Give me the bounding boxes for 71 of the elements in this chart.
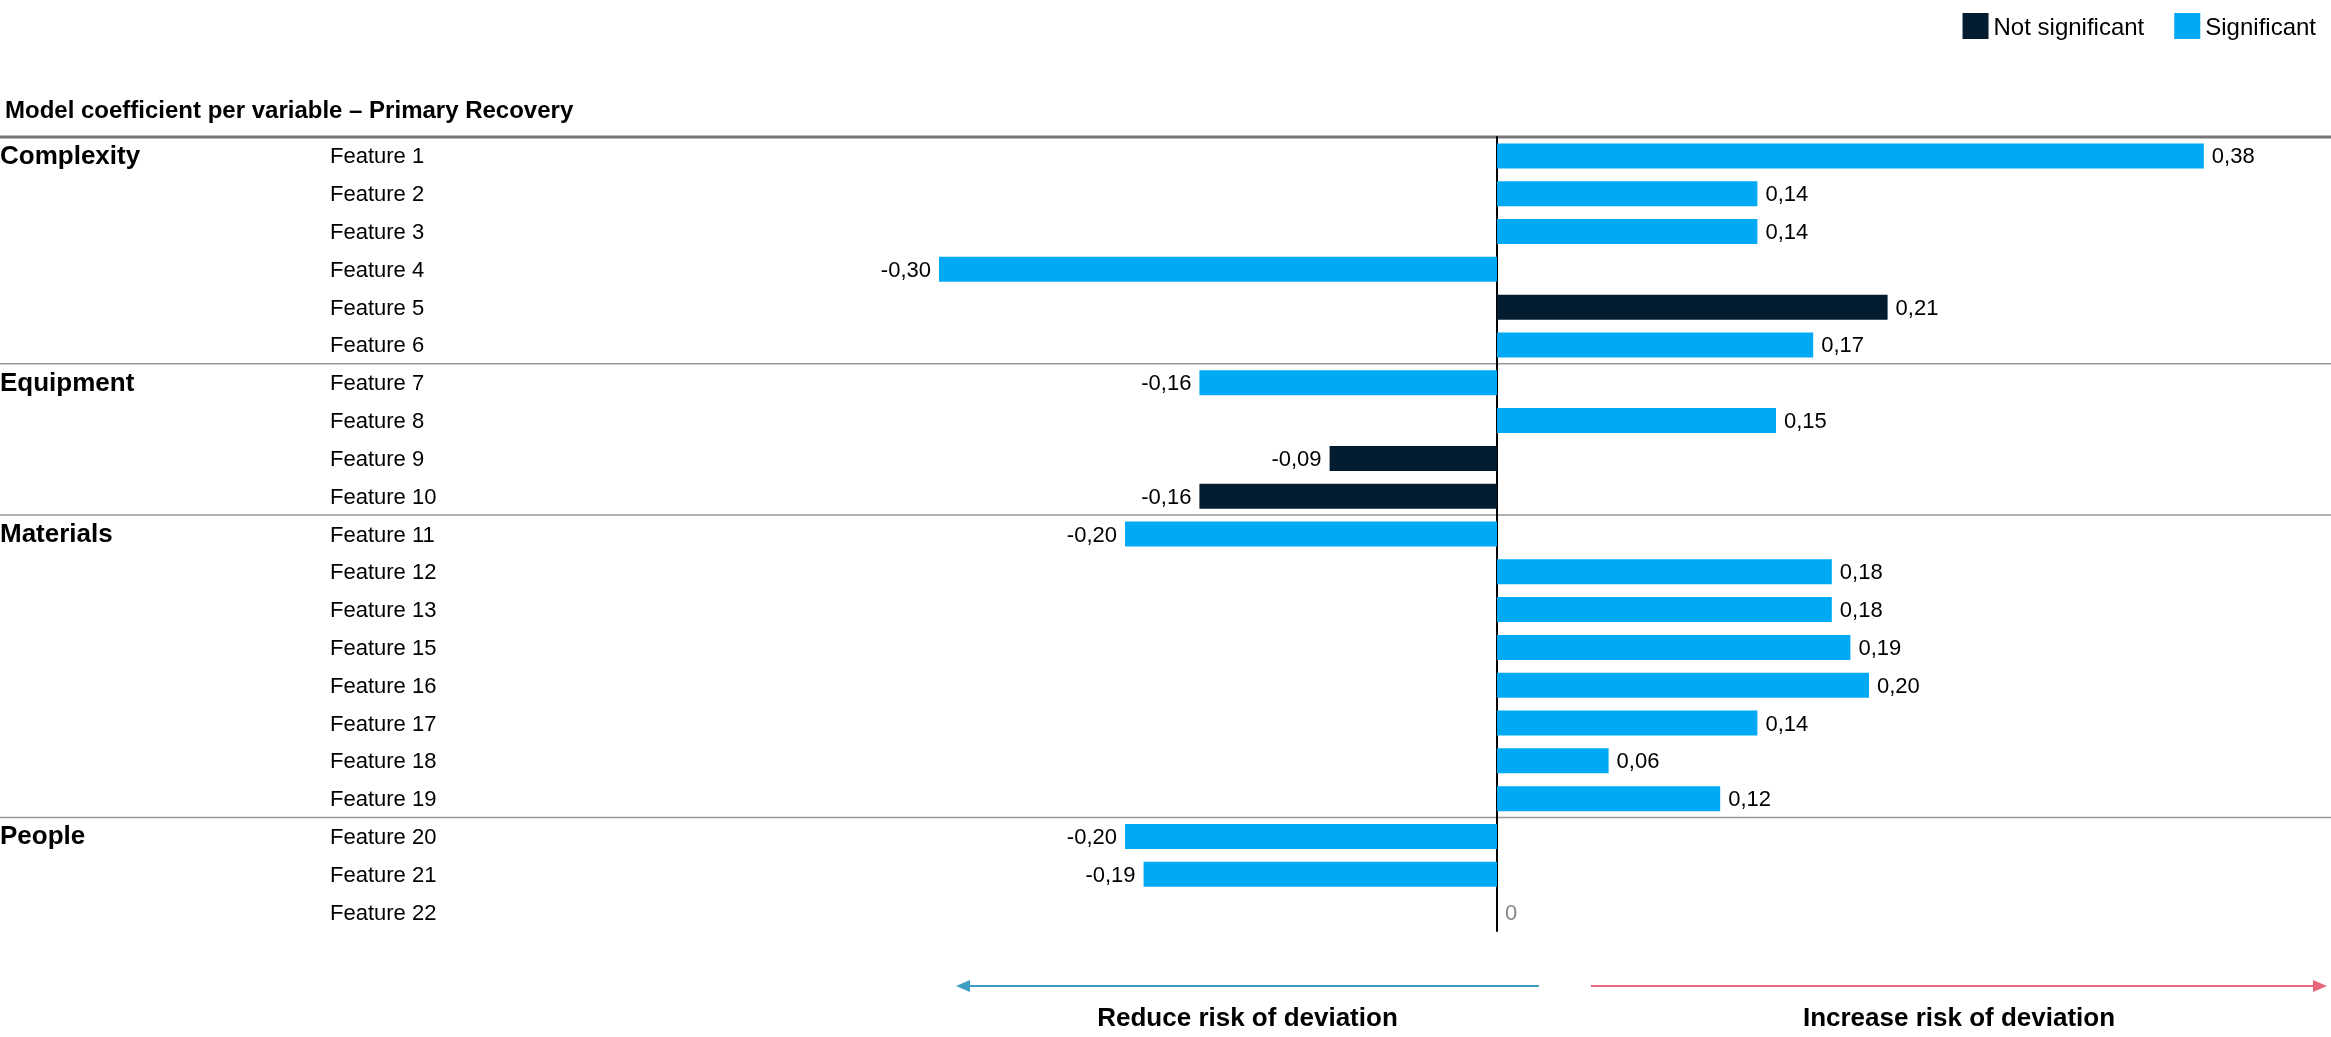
y-tick-label: Feature 5 — [330, 294, 425, 320]
data-label: 0,14 — [1765, 181, 1809, 207]
data-label: 0,14 — [1765, 710, 1809, 736]
y-tick-label: Feature 9 — [330, 445, 425, 471]
y-tick-label: Feature 21 — [330, 861, 437, 887]
data-label: 0,20 — [1877, 672, 1920, 698]
data-label: 0 — [1505, 899, 1518, 925]
data-label: 0,14 — [1765, 219, 1809, 245]
data-label: 0,38 — [2211, 143, 2255, 169]
y-tick-label: Feature 7 — [330, 370, 425, 396]
text: Model coefficient per variable – Primary Recovery — [5, 95, 574, 123]
data-label: 0,21 — [1895, 294, 1939, 320]
data-label: 0,06 — [1616, 748, 1660, 774]
y-tick-label: Feature 8 — [330, 408, 425, 434]
y-tick-label: Feature 10 — [330, 483, 437, 509]
y-tick-label: Feature 12 — [330, 559, 437, 585]
bar — [1329, 445, 1497, 471]
bar — [1497, 559, 1832, 585]
bar — [1497, 181, 1758, 207]
data-label: 0,18 — [1839, 597, 1883, 623]
data-label: -0,16 — [1141, 370, 1192, 396]
bar — [1125, 823, 1497, 849]
bar — [1497, 672, 1869, 698]
bar — [1497, 786, 1721, 812]
data-label: 0,19 — [1858, 634, 1902, 660]
y-tick-label: Feature 3 — [330, 219, 425, 245]
data-label: 0,17 — [1821, 332, 1865, 358]
bar — [1497, 219, 1758, 245]
y-tick-label: Feature 22 — [330, 899, 437, 925]
bar — [1143, 861, 1497, 887]
data-label: -0,30 — [880, 256, 931, 282]
bar — [1125, 521, 1497, 547]
y-tick-label: Feature 17 — [330, 710, 437, 736]
y-tick-label: Feature 19 — [330, 786, 437, 812]
y-tick-label: Feature 16 — [330, 672, 437, 698]
bar — [1497, 634, 1851, 660]
y-tick-label: Feature 18 — [330, 748, 437, 774]
y-tick-label: Feature 1 — [330, 143, 425, 169]
y-tick-label: Feature 15 — [330, 634, 437, 660]
text: Complexity — [0, 139, 141, 170]
data-label: -0,16 — [1141, 483, 1192, 509]
text: Increase risk of deviation — [1801, 1002, 2117, 1033]
text: People — [0, 820, 86, 851]
bar — [1199, 370, 1497, 396]
text: Materials — [0, 518, 113, 548]
bar — [1497, 408, 1776, 434]
y-tick-label: Feature 4 — [330, 256, 425, 282]
data-label: 0,15 — [1784, 408, 1827, 434]
bar — [1497, 294, 1888, 320]
bar — [1199, 483, 1497, 509]
y-tick-label: Feature 13 — [330, 597, 437, 623]
data-label: -0,20 — [1066, 823, 1117, 849]
bar — [1497, 597, 1832, 623]
data-label: 0,12 — [1728, 786, 1772, 812]
y-tick-label: Feature 6 — [330, 332, 425, 358]
legend-label: Significant — [2205, 12, 2317, 40]
bar — [1497, 332, 1814, 358]
legend-label: Not significant — [1993, 12, 2145, 40]
text: Equipment — [0, 366, 135, 397]
data-label: -0,20 — [1066, 521, 1117, 547]
bar — [1497, 710, 1758, 736]
y-tick-label: Feature 11 — [330, 521, 435, 547]
bar — [1497, 143, 2204, 169]
data-label: -0,19 — [1085, 861, 1136, 887]
bar — [1497, 748, 1609, 774]
y-tick-label: Feature 2 — [330, 181, 425, 207]
data-label: 0,18 — [1839, 559, 1883, 585]
y-tick-label: Feature 20 — [330, 823, 437, 849]
text: Reduce risk of deviation — [1096, 1002, 1399, 1033]
data-label: -0,09 — [1271, 445, 1322, 471]
bar — [939, 256, 1497, 282]
